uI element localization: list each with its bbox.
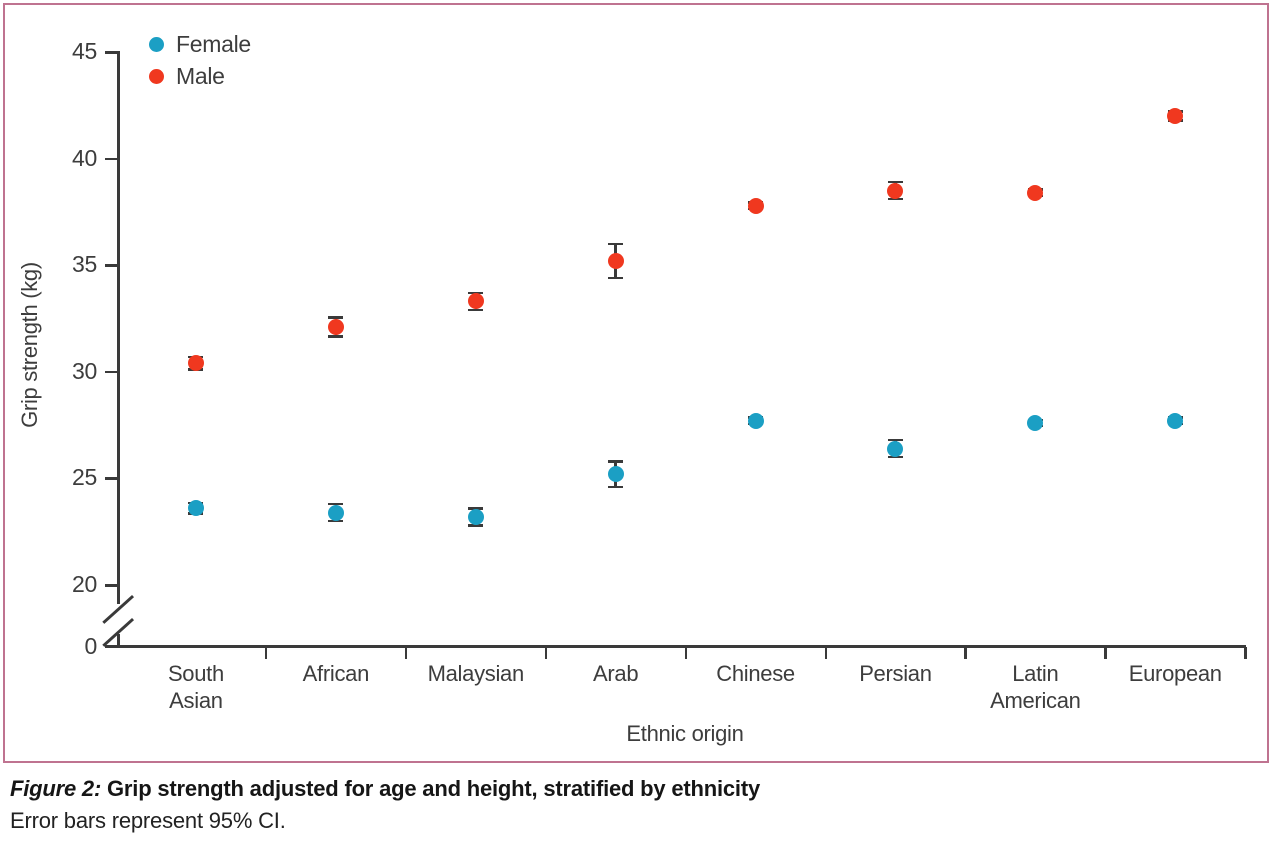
x-axis-title: Ethnic origin — [626, 721, 744, 746]
x-tick — [404, 647, 408, 659]
x-tick — [1104, 647, 1107, 659]
y-tick — [105, 477, 117, 480]
data-point-female — [607, 466, 624, 483]
data-point-female — [747, 412, 764, 429]
caption-title-text: Grip strength adjusted for age and heigh… — [101, 776, 761, 801]
error-bar-cap — [468, 291, 484, 295]
y-tick-label: 20 — [72, 571, 97, 597]
y-axis-title: Grip strength (kg) — [17, 262, 42, 428]
data-point-female — [327, 504, 344, 521]
x-category-label: Latin American — [990, 661, 1081, 713]
caption-title: Figure 2: Grip strength adjusted for age… — [10, 776, 1210, 802]
x-category-label: Arab — [593, 661, 639, 686]
legend-marker-icon — [149, 36, 164, 52]
error-bar-cap — [887, 455, 903, 459]
y-axis-line — [117, 634, 120, 647]
x-tick — [264, 647, 268, 659]
x-tick — [964, 647, 967, 659]
x-tick — [684, 647, 688, 659]
y-tick — [105, 157, 117, 161]
y-tick — [105, 584, 117, 587]
figure-caption: Figure 2: Grip strength adjusted for age… — [10, 776, 1210, 834]
error-bar-cap — [887, 180, 903, 184]
error-bar-cap — [328, 316, 344, 319]
y-tick-label: 0 — [84, 633, 98, 659]
x-category-label: Persian — [859, 661, 932, 686]
legend-item: Female — [149, 29, 251, 59]
data-point-male — [467, 293, 484, 310]
legend: Female Male — [149, 29, 251, 91]
data-point-female — [1027, 414, 1044, 431]
data-point-female — [467, 508, 484, 525]
legend-marker-icon — [149, 68, 164, 84]
data-point-male — [1167, 107, 1184, 124]
y-tick — [105, 51, 117, 54]
y-tick-label: 35 — [72, 251, 97, 278]
error-bar-cap — [887, 197, 903, 201]
data-point-male — [187, 355, 204, 372]
y-tick — [105, 264, 117, 267]
figure-number: Figure 2: — [10, 776, 102, 801]
x-category-label: South Asian — [167, 661, 224, 713]
error-bar-cap — [328, 519, 344, 523]
data-point-male — [887, 182, 904, 199]
y-tick-label: 25 — [72, 464, 97, 491]
error-bar-cap — [468, 308, 484, 312]
y-tick — [105, 370, 117, 374]
error-bar-cap — [608, 276, 624, 280]
x-tick — [544, 647, 548, 659]
data-point-male — [1027, 184, 1044, 201]
y-tick-label: 30 — [72, 357, 97, 384]
data-point-male — [327, 319, 344, 336]
x-tick — [824, 647, 827, 659]
x-category-label: African — [302, 661, 370, 686]
x-tick — [1244, 647, 1247, 659]
plot-area: Grip strength (kg) Ethnic origin Female M… — [5, 5, 1267, 761]
legend-label: Female — [176, 30, 251, 57]
caption-note: Error bars represent 95% CI. — [10, 808, 286, 833]
error-bar-cap — [468, 507, 484, 510]
data-point-female — [187, 500, 204, 517]
data-point-male — [747, 197, 764, 214]
legend-item: Male — [149, 61, 251, 91]
legend-label: Male — [176, 62, 225, 89]
error-bar-cap — [608, 485, 624, 489]
error-bar-cap — [608, 460, 624, 463]
error-bar-cap — [468, 524, 484, 527]
y-tick-label: 40 — [72, 144, 97, 171]
data-point-male — [607, 252, 624, 269]
x-category-label: Chinese — [716, 661, 795, 686]
y-tick-label: 45 — [72, 38, 97, 64]
x-axis-line — [117, 645, 1246, 648]
error-bar-cap — [328, 502, 344, 506]
error-bar-cap — [328, 335, 344, 338]
data-point-female — [887, 440, 904, 457]
figure-frame: Grip strength (kg) Ethnic origin Female M… — [3, 3, 1269, 763]
error-bar-cap — [608, 242, 624, 246]
error-bar-cap — [887, 438, 903, 442]
x-category-label: European — [1128, 661, 1222, 686]
y-tick — [105, 645, 117, 648]
data-point-female — [1167, 412, 1184, 429]
y-axis-line — [117, 51, 120, 604]
x-category-label: Malaysian — [427, 661, 525, 686]
